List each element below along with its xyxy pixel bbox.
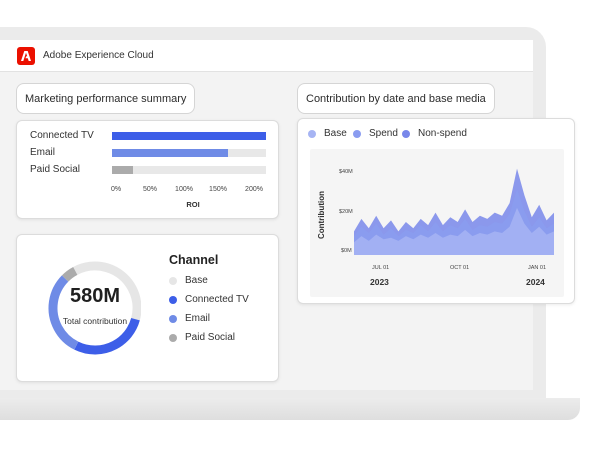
- roi-bar-track: [112, 166, 266, 174]
- series-legend-label: Spend: [369, 128, 398, 139]
- performance-row-label: Connected TV: [30, 130, 94, 141]
- legend-item-label: Email: [185, 313, 211, 324]
- roi-tick-label: 200%: [245, 186, 263, 193]
- device-base: [0, 398, 580, 420]
- series-dot-icon: [402, 129, 410, 138]
- performance-row-label: Email: [30, 147, 56, 158]
- app-title: Adobe Experience Cloud: [43, 50, 154, 61]
- roi-bar-email: [112, 149, 229, 157]
- x-year-label: 2023: [370, 277, 389, 287]
- contribution-plot: Contribution $40M $20M $0M JUL 01 OCT 01…: [310, 149, 564, 297]
- contribution-chart-card: Base Spend Non-spend Contribution $40M $…: [297, 118, 575, 304]
- donut-segment-base[interactable]: [38, 251, 141, 365]
- contribution-area-chart: [354, 168, 554, 255]
- adobe-logo-icon[interactable]: [17, 47, 35, 65]
- roi-bar-paid-social: [112, 166, 133, 174]
- roi-bar-track: [112, 149, 266, 157]
- roi-tick-label: 150%: [209, 186, 227, 193]
- roi-tick-label: 50%: [142, 186, 158, 193]
- y-tick-label: $20M: [339, 209, 353, 215]
- total-contribution-card: 580M Total contribution Channel Base Con…: [16, 234, 279, 382]
- contribution-donut: [38, 251, 141, 365]
- roi-tick-label: 100%: [175, 186, 193, 193]
- legend-dot-icon: [169, 295, 177, 304]
- performance-summary-card: Connected TV Email Paid Social 0% 50% 10…: [16, 120, 279, 219]
- y-axis-title: Contribution: [317, 191, 326, 239]
- total-contribution-value: 580M: [69, 285, 121, 307]
- total-contribution-label: Total contribution: [62, 316, 128, 326]
- roi-bar-track: [112, 132, 266, 140]
- y-tick-label: $0M: [341, 248, 352, 254]
- roi-tick-label: 0%: [110, 186, 122, 193]
- performance-row-label: Paid Social: [30, 164, 81, 175]
- legend-item-label: Connected TV: [185, 294, 249, 305]
- series-legend-non-spend[interactable]: Non-spend: [402, 128, 467, 139]
- x-tick-label: JUL 01: [372, 265, 390, 271]
- app-header: Adobe Experience Cloud: [0, 40, 533, 72]
- legend-dot-icon: [169, 314, 177, 323]
- series-legend-spend[interactable]: Spend: [353, 128, 398, 139]
- legend-dot-icon: [169, 276, 177, 285]
- x-tick-label: JAN 01: [528, 265, 547, 271]
- legend-item-connected-tv[interactable]: Connected TV: [169, 294, 249, 305]
- legend-item-label: Paid Social: [185, 332, 236, 343]
- series-legend-base[interactable]: Base: [308, 128, 347, 139]
- donut-segment-email[interactable]: [38, 251, 141, 365]
- x-tick-label: OCT 01: [450, 265, 470, 271]
- series-legend-label: Base: [324, 128, 347, 139]
- x-year-label: 2024: [526, 277, 545, 287]
- legend-item-label: Base: [185, 275, 208, 286]
- series-legend-label: Non-spend: [418, 128, 467, 139]
- legend-item-email[interactable]: Email: [169, 313, 210, 324]
- series-dot-icon: [353, 129, 361, 138]
- channel-legend-title: Channel: [169, 253, 219, 267]
- donut-segment-connected-tv[interactable]: [38, 251, 141, 365]
- roi-axis-title: ROI: [186, 200, 200, 209]
- roi-bar-connected-tv: [112, 132, 266, 140]
- area-series-base: [354, 207, 554, 255]
- legend-dot-icon: [169, 333, 177, 342]
- performance-summary-title: Marketing performance summary: [16, 83, 196, 114]
- y-tick-label: $40M: [339, 169, 353, 175]
- legend-item-paid-social[interactable]: Paid Social: [169, 332, 235, 343]
- legend-item-base[interactable]: Base: [169, 275, 208, 286]
- series-dot-icon: [308, 129, 316, 138]
- contribution-chart-title: Contribution by date and base media: [297, 83, 495, 114]
